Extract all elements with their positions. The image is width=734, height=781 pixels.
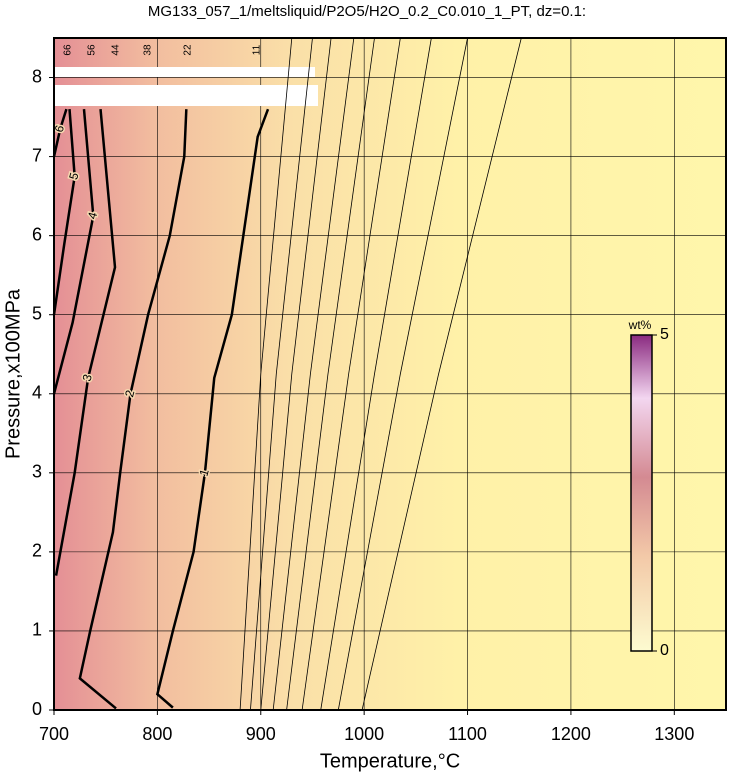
top-contour-label: 56 [87, 44, 98, 56]
contour-line [239, 37, 293, 711]
x-tick-label: 800 [142, 724, 172, 744]
y-tick-label: 2 [32, 541, 42, 561]
x-tick-label: 700 [39, 724, 69, 744]
x-tick-label: 1200 [551, 724, 591, 744]
y-tick-label: 1 [32, 620, 42, 640]
x-tick-label: 900 [246, 724, 276, 744]
colorbar-tick-label: 5 [660, 326, 669, 343]
colorbar-label: wt% [628, 318, 652, 332]
top-contour-label: 38 [143, 44, 154, 56]
y-tick-label: 7 [32, 145, 42, 165]
contour-line [78, 109, 188, 710]
contour-line [54, 109, 117, 576]
plot-background [54, 38, 726, 710]
x-tick-label: 1000 [344, 724, 384, 744]
contour-line [272, 37, 355, 711]
no-data [54, 85, 318, 106]
contour-line [52, 109, 76, 315]
x-tick-label: 1100 [448, 724, 487, 744]
contour-line [301, 37, 401, 711]
y-axis-label: Pressure,x100MPa [2, 288, 24, 459]
top-contour-label: 11 [252, 44, 263, 55]
contour-line [52, 109, 95, 395]
y-tick-label: 3 [32, 462, 42, 482]
contour-line [320, 37, 432, 711]
contour-line [52, 108, 68, 157]
x-axis-label: Temperature,°C [320, 750, 460, 772]
x-tick-label: 1300 [654, 724, 694, 744]
colorbar [630, 334, 653, 652]
y-tick-label: 5 [32, 303, 42, 323]
top-contour-label: 66 [63, 44, 74, 56]
top-contour-label: 44 [111, 44, 122, 56]
contour-line [286, 37, 375, 711]
no-data [54, 67, 315, 77]
top-contour-label: 22 [183, 44, 194, 56]
contour-line [361, 37, 522, 711]
contour-line [250, 37, 313, 711]
colorbar-tick-label: 0 [660, 642, 669, 659]
plot-frame [53, 37, 727, 711]
contour-line [260, 37, 332, 711]
y-tick-label: 0 [32, 699, 42, 719]
contour-line [155, 108, 270, 709]
y-tick-label: 6 [32, 224, 42, 244]
y-tick-label: 4 [32, 383, 42, 403]
y-tick-label: 8 [32, 66, 42, 86]
chart-title: MG133_057_1/meltsliquid/P2O5/H2O_0.2_C0.… [148, 3, 586, 20]
contour-line [337, 37, 468, 711]
